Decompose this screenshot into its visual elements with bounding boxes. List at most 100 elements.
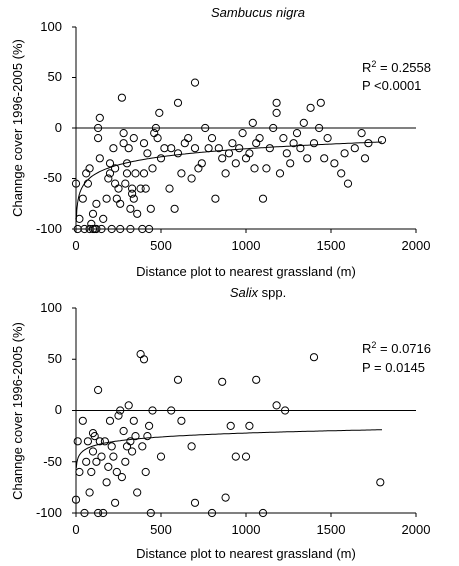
data-point (323, 134, 332, 143)
data-point (128, 184, 137, 193)
data-point (107, 224, 116, 234)
p-value-label: P <0.0001 (362, 78, 421, 93)
data-point (133, 488, 142, 497)
data-point (95, 154, 104, 163)
data-point (190, 498, 200, 507)
data-point (139, 355, 149, 364)
data-point (150, 129, 159, 138)
panel-title: Sambucus nigra (211, 5, 305, 20)
data-point (204, 144, 213, 153)
data-point (211, 194, 220, 203)
data-point (136, 184, 145, 193)
data-point (126, 224, 135, 234)
data-point (337, 169, 346, 178)
data-point (119, 139, 128, 148)
data-point (94, 385, 103, 395)
x-tick-label: 500 (150, 522, 172, 537)
data-point (281, 406, 290, 415)
data-point (282, 149, 291, 158)
data-point (258, 194, 268, 203)
data-point (241, 452, 251, 461)
r-squared-label: R2 = 0.0716 (362, 340, 431, 356)
data-point (316, 98, 325, 107)
scatter-panel-salix: Salix spp. -100 -50 0 50 100 0 500 1000 … (10, 285, 431, 561)
data-point (146, 204, 155, 213)
trend-line (75, 429, 383, 469)
data-point (218, 154, 227, 163)
data-point (145, 224, 154, 234)
data-point (269, 123, 278, 133)
y-tick-label: 100 (40, 300, 62, 315)
data-point (136, 350, 145, 359)
data-point (129, 416, 138, 425)
data-point (238, 129, 247, 138)
data-point (194, 164, 203, 173)
data-point (248, 118, 257, 128)
plot-area (71, 26, 417, 234)
data-point (83, 437, 93, 446)
y-tick-label: -100 (36, 221, 62, 236)
y-tick-label: 0 (55, 402, 62, 417)
data-point (252, 375, 261, 384)
data-point (156, 154, 166, 163)
data-point (201, 123, 210, 133)
data-point (124, 401, 133, 410)
data-point (95, 113, 104, 123)
data-point (143, 432, 152, 441)
data-point (78, 416, 87, 425)
data-point (197, 159, 206, 168)
data-point (94, 508, 103, 518)
y-axis-label: Channge cover 1996-2005 (%) (10, 39, 25, 217)
panel-title: Salix spp. (230, 285, 286, 300)
data-point (94, 123, 103, 133)
data-point (228, 139, 237, 148)
y-tick-label: 100 (40, 19, 62, 34)
data-point (187, 174, 196, 183)
data-point (139, 139, 149, 148)
data-point (100, 437, 110, 446)
data-point (90, 432, 99, 441)
x-tick-label: 1000 (232, 238, 261, 253)
data-point (121, 457, 130, 466)
data-point (231, 159, 240, 168)
y-tick-labels: -100 -50 0 50 100 (36, 300, 62, 520)
data-point (190, 78, 200, 87)
data-point (160, 144, 169, 153)
data-point (156, 452, 166, 461)
data-point (117, 93, 127, 102)
data-point (75, 214, 84, 223)
data-point (107, 442, 116, 451)
scatter-panel-sambucus: Sambucus nigra -100 -50 0 50 100 0 500 1… (10, 5, 431, 279)
y-tick-label: 50 (48, 69, 62, 84)
data-point (258, 508, 268, 518)
data-point (97, 452, 106, 461)
y-tick-label: -50 (43, 170, 62, 185)
data-point (146, 508, 155, 518)
data-point (309, 139, 319, 148)
data-point (221, 493, 230, 502)
data-point (148, 406, 157, 415)
data-point (92, 457, 101, 466)
data-point (122, 159, 132, 168)
data-point (292, 129, 302, 138)
trend-line (75, 141, 383, 221)
data-point (119, 426, 128, 436)
data-point (207, 134, 217, 143)
data-point (104, 462, 113, 471)
data-point (102, 194, 111, 203)
x-tick-label: 1000 (232, 522, 261, 537)
data-point (75, 467, 84, 477)
data-point (114, 411, 123, 420)
data-point (114, 184, 123, 193)
data-point (350, 144, 359, 153)
data-point (364, 139, 373, 148)
data-point (85, 164, 94, 173)
data-point (80, 508, 89, 518)
data-point (376, 478, 385, 487)
data-point (245, 149, 254, 158)
y-tick-label: -50 (43, 454, 62, 469)
data-point (245, 421, 254, 430)
data-point (151, 123, 160, 133)
data-point (153, 134, 162, 143)
